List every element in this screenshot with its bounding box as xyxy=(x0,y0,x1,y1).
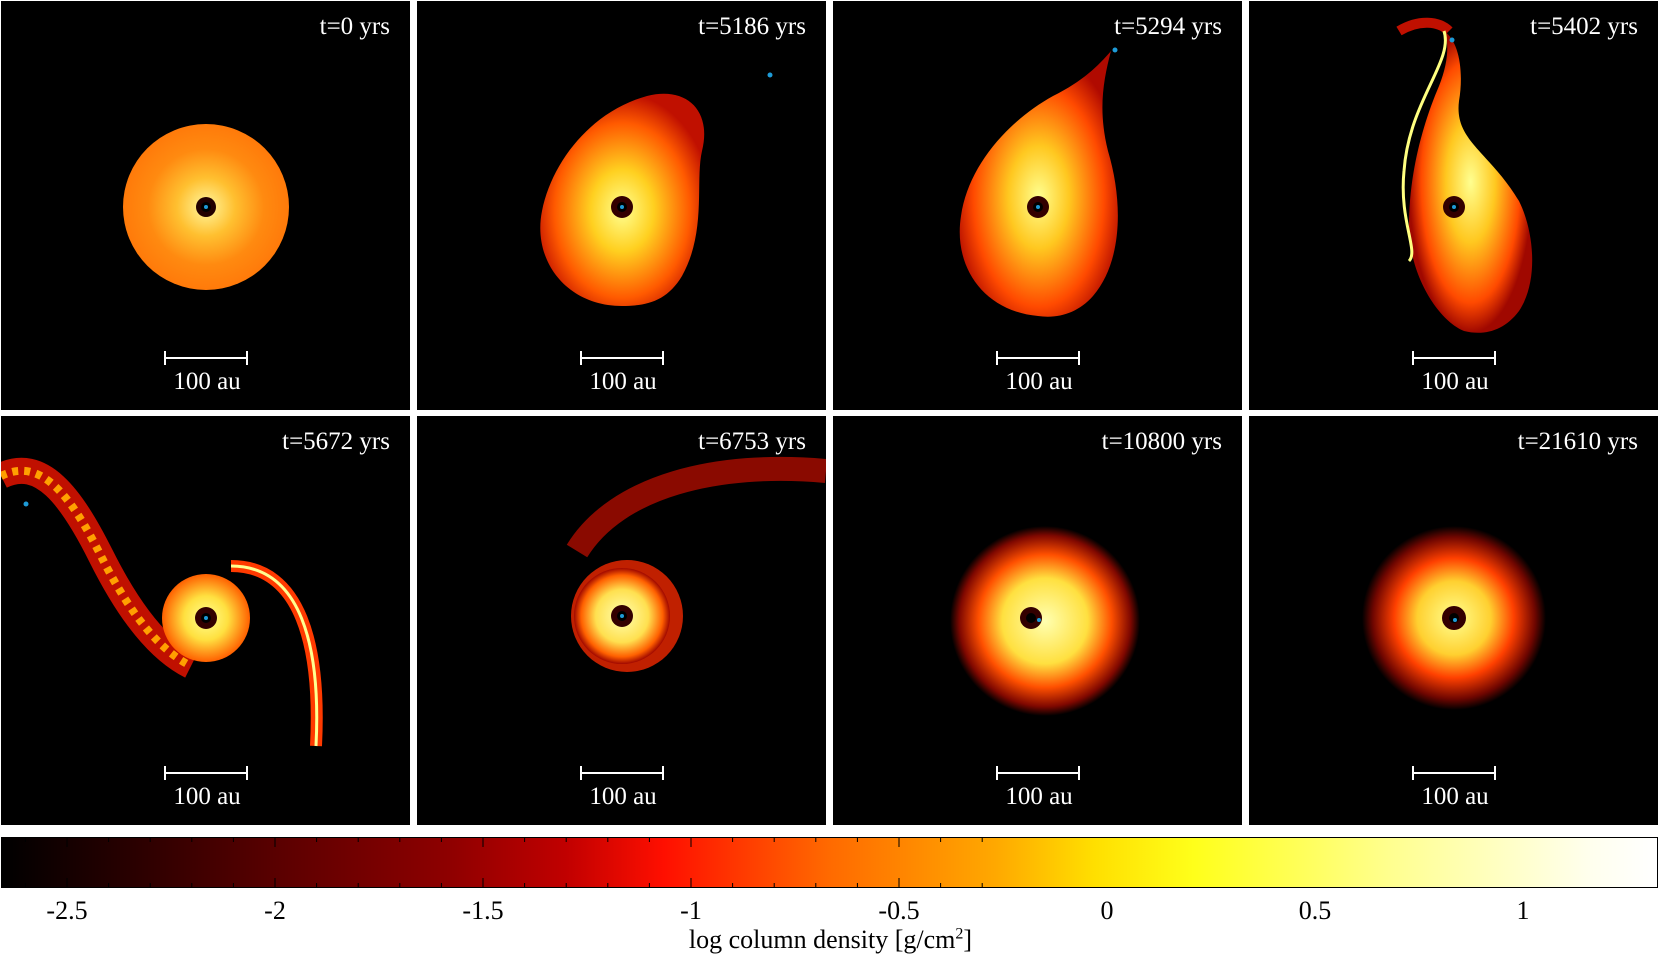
disk-image xyxy=(123,124,289,290)
central-star-icon xyxy=(1036,205,1040,209)
sim-panel-4: t=5402 yrs 100 au xyxy=(1249,1,1658,410)
colorbar xyxy=(1,837,1658,888)
disk-image xyxy=(959,47,1118,317)
perturber-star-icon xyxy=(23,501,29,507)
disk-image xyxy=(1396,17,1533,333)
central-star-icon xyxy=(204,616,208,620)
central-star-icon xyxy=(1453,618,1457,622)
central-star-icon xyxy=(620,205,624,209)
disk-image xyxy=(950,526,1140,716)
scale-bar xyxy=(164,766,248,780)
time-label: t=5672 yrs xyxy=(282,428,390,455)
scale-label: 100 au xyxy=(1421,783,1489,810)
colorbar-tick-label: 1 xyxy=(1516,896,1530,925)
disk-image xyxy=(1,457,323,747)
time-label: t=5186 yrs xyxy=(698,13,806,40)
scale-label: 100 au xyxy=(173,783,241,810)
colorbar-label-end: ] xyxy=(963,925,973,954)
sim-panel-2: t=5186 yrs 100 au xyxy=(417,1,826,410)
sim-panel-7: t=10800 yrs 100 au xyxy=(833,416,1242,825)
colorbar-label-sup: 2 xyxy=(955,925,964,943)
scale-label: 100 au xyxy=(1421,368,1489,395)
perturber-star-icon xyxy=(1449,37,1455,43)
time-label: t=0 yrs xyxy=(319,13,390,40)
scale-bar xyxy=(580,351,664,365)
scale-bar xyxy=(1412,766,1496,780)
sim-panel-6: t=6753 yrs 100 au xyxy=(417,416,826,825)
scale-bar xyxy=(580,766,664,780)
colorbar-tick-label: -2.5 xyxy=(46,896,88,925)
colorbar-tick-label: -2 xyxy=(264,896,286,925)
perturber-star-icon xyxy=(1112,47,1118,53)
colorbar-tick-label: -0.5 xyxy=(878,896,920,925)
colorbar-tick-label: -1.5 xyxy=(462,896,504,925)
scale-bar xyxy=(1412,351,1496,365)
time-label: t=10800 yrs xyxy=(1101,428,1222,455)
colorbar-tick-label: -1 xyxy=(680,896,702,925)
colorbar-ticks xyxy=(24,837,983,888)
central-star-icon xyxy=(1037,618,1041,622)
sim-panel-8: t=21610 yrs 100 au xyxy=(1249,416,1658,825)
sim-panel-1: t=0 yrs 100 au xyxy=(1,1,410,410)
colorbar-tick-label: 0.5 xyxy=(1298,896,1332,925)
central-star-icon xyxy=(204,205,208,209)
scale-label: 100 au xyxy=(1005,783,1073,810)
colorbar-label-text: log column density [g/cm xyxy=(688,925,956,954)
time-label: t=21610 yrs xyxy=(1517,428,1638,455)
time-label: t=5294 yrs xyxy=(1114,13,1222,40)
scale-label: 100 au xyxy=(589,783,657,810)
time-label: t=5402 yrs xyxy=(1530,13,1638,40)
central-star-icon xyxy=(620,614,624,618)
scale-bar xyxy=(996,766,1080,780)
scale-bar xyxy=(164,351,248,365)
central-star-icon xyxy=(1452,205,1456,209)
scale-label: 100 au xyxy=(173,368,241,395)
perturber-star-icon xyxy=(767,72,773,78)
disk-image xyxy=(1362,526,1546,710)
disk-image xyxy=(566,456,826,672)
scale-label: 100 au xyxy=(589,368,657,395)
colorbar-label: log column density [g/cm2] xyxy=(0,925,1661,955)
scale-label: 100 au xyxy=(1005,368,1073,395)
sim-panel-5: t=5672 yrs 100 au xyxy=(1,416,410,825)
time-label: t=6753 yrs xyxy=(698,428,806,455)
sim-panel-3: t=5294 yrs 100 au xyxy=(833,1,1242,410)
colorbar-tick-label: 0 xyxy=(1100,896,1114,925)
scale-bar xyxy=(996,351,1080,365)
disk-image xyxy=(540,72,773,306)
